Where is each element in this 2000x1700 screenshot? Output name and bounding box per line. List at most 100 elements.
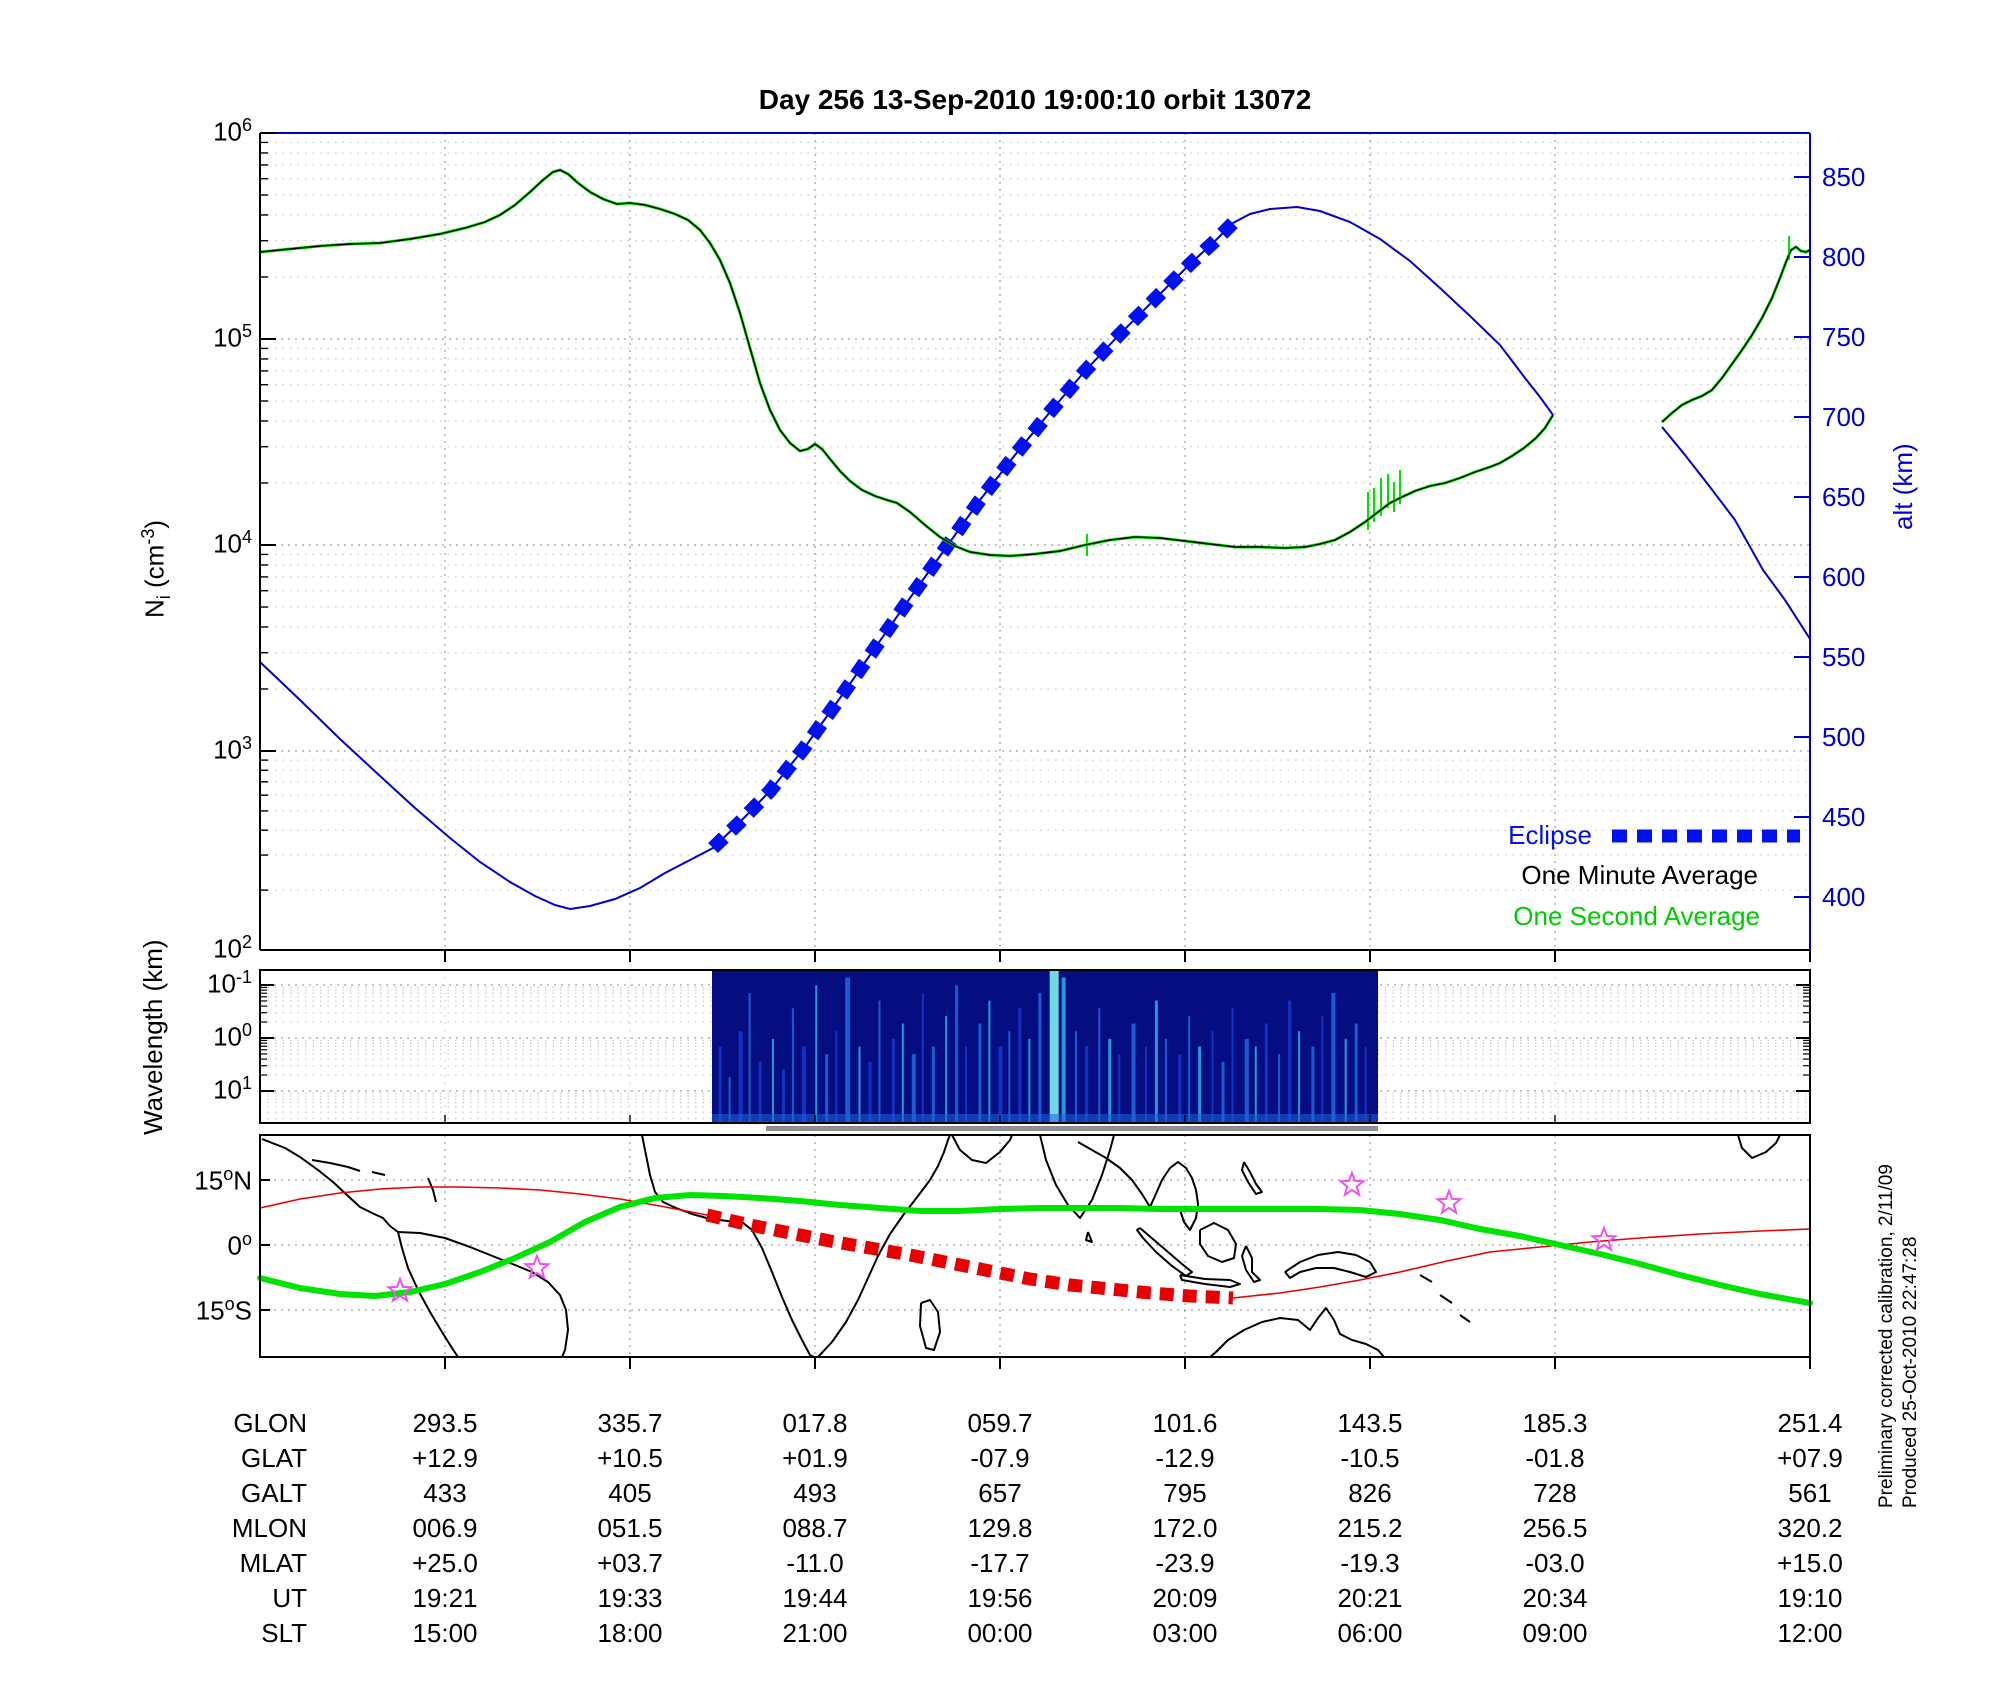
coastline [641, 1134, 815, 1358]
table-cell-mlat-0: +25.0 [412, 1548, 478, 1578]
coastline [1439, 1294, 1453, 1304]
table-cell-mlat-7: +15.0 [1777, 1548, 1843, 1578]
table-cell-glon-6: 185.3 [1522, 1408, 1588, 1438]
spectrogram-streak [988, 1000, 991, 1123]
spectrogram-streak [891, 1038, 895, 1123]
spectrogram-streak [1118, 1054, 1121, 1123]
spectrogram-streak [858, 1046, 861, 1123]
spectrogram-streak [801, 1046, 806, 1123]
star-marker [1589, 1225, 1619, 1253]
table-cell-glat-5: -10.5 [1340, 1443, 1400, 1473]
table-cell-slt-5: 06:00 [1337, 1618, 1403, 1648]
legend-label-eclipse: Eclipse [1508, 820, 1592, 850]
alt-tick-label: 600 [1822, 562, 1866, 592]
table-cell-mlon-5: 215.2 [1337, 1513, 1403, 1543]
table-cell-slt-2: 21:00 [782, 1618, 848, 1648]
spectrogram-streak [1074, 1031, 1077, 1123]
table-cell-mlat-6: -03.0 [1525, 1548, 1585, 1578]
spectrogram-streak [878, 1000, 881, 1123]
table-cell-mlon-3: 129.8 [967, 1513, 1033, 1543]
spectrogram-streak [1231, 1008, 1234, 1123]
alt-tick-label: 450 [1822, 802, 1866, 832]
spectrogram-streak [1098, 1008, 1101, 1123]
table-cell-mlat-5: -19.3 [1340, 1548, 1400, 1578]
wavelength-tick-label: 101 [213, 1073, 252, 1105]
coastline [1209, 1307, 1385, 1358]
table-cell-glat-1: +10.5 [597, 1443, 663, 1473]
latitude-tick-label: 0o [227, 1229, 252, 1261]
wavelength-tick-label: 100 [213, 1020, 252, 1052]
coastline [951, 1134, 1013, 1164]
spectrogram-streak [1244, 1038, 1249, 1123]
table-cell-ut-7: 19:10 [1777, 1583, 1843, 1613]
spectrogram-streak [791, 1008, 794, 1123]
spectrogram-streak [921, 992, 924, 1123]
coastline [1459, 1314, 1471, 1323]
spectrogram-streak [1221, 1061, 1225, 1123]
star-marker [1434, 1188, 1464, 1216]
footer-produced-note: Produced 25-Oct-2010 22:47:28 [1900, 1236, 1921, 1508]
spectrogram-underbar [766, 1126, 1378, 1131]
spectrogram-streak [1131, 1023, 1136, 1123]
spectrogram-streak [978, 1023, 982, 1123]
table-cell-ut-0: 19:21 [412, 1583, 478, 1613]
table-cell-glon-2: 017.8 [782, 1408, 848, 1438]
spectrogram-streak [1278, 1054, 1281, 1123]
spectrogram-streak [931, 1046, 935, 1123]
table-cell-mlat-4: -23.9 [1155, 1548, 1215, 1578]
table-cell-galt-2: 493 [793, 1478, 837, 1508]
spectrogram-streak [1198, 1046, 1202, 1123]
table-cell-ut-5: 20:21 [1337, 1583, 1403, 1613]
spectrogram-streak [1254, 1046, 1257, 1123]
spectrogram-streak [845, 977, 851, 1123]
coastline [1419, 1274, 1433, 1283]
table-cell-galt-0: 433 [423, 1478, 467, 1508]
table-row-label-galt: GALT [241, 1478, 307, 1508]
spectrogram-streak [825, 1054, 829, 1123]
spectrogram-streak [1364, 1046, 1367, 1123]
coastline [1199, 1222, 1237, 1263]
alt-tick-label: 500 [1822, 722, 1866, 752]
coastline [919, 1299, 941, 1351]
table-cell-mlat-2: -11.0 [786, 1548, 844, 1578]
coastline [427, 1177, 437, 1203]
spectrogram-streak [1344, 1038, 1347, 1123]
ni-tick-label: 105 [213, 321, 252, 353]
spectrogram-streak [1331, 992, 1336, 1123]
one-second-average-curve [1660, 245, 1811, 424]
magnetic-equator-line [1232, 1228, 1811, 1299]
spectrogram-streak [738, 1031, 743, 1123]
star-marker [522, 1253, 552, 1281]
spectrogram-streak [1154, 1000, 1158, 1123]
table-row-label-glon: GLON [233, 1408, 307, 1438]
table-cell-slt-4: 03:00 [1152, 1618, 1218, 1648]
table-cell-mlon-2: 088.7 [782, 1513, 848, 1543]
spectrogram-streak [1038, 992, 1042, 1123]
legend-label-one-second-average: One Second Average [1513, 901, 1760, 931]
table-row-label-slt: SLT [261, 1618, 307, 1648]
table-cell-glon-3: 059.7 [967, 1408, 1033, 1438]
table-cell-mlon-0: 006.9 [412, 1513, 478, 1543]
spectrogram-streak [1211, 1031, 1214, 1123]
table-cell-galt-1: 405 [608, 1478, 652, 1508]
eclipse-dashes [708, 218, 1238, 854]
spectrogram-streak [1354, 1023, 1358, 1123]
spectrogram-streak [1018, 1008, 1022, 1123]
spectrogram-streak [1321, 1015, 1324, 1123]
coastline [397, 1231, 569, 1358]
coastline [1179, 1274, 1241, 1288]
table-row-label-mlon: MLON [231, 1513, 307, 1543]
coastline [1085, 1231, 1093, 1243]
alt-tick-label: 850 [1822, 162, 1866, 192]
figure-title: Day 256 13-Sep-2010 19:00:10 orbit 13072 [758, 84, 1312, 115]
ground-track [257, 1191, 1813, 1306]
coastline [1737, 1134, 1781, 1159]
coastline [1077, 1141, 1199, 1231]
coastline [1284, 1251, 1377, 1279]
spectrogram-streak [1298, 1031, 1301, 1123]
table-cell-galt-6: 728 [1533, 1478, 1577, 1508]
spectrogram-streak [781, 1069, 785, 1123]
magnetic-equator-line [259, 1186, 708, 1216]
spectrogram-streak [955, 985, 959, 1123]
